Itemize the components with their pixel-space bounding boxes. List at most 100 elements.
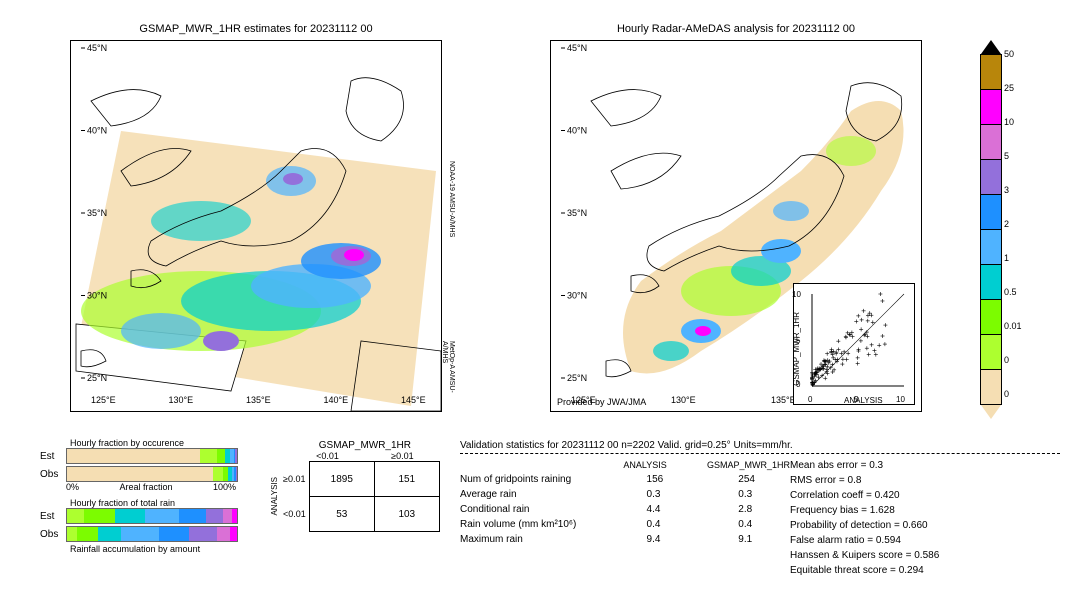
metric-label-5: False alarm ratio = bbox=[790, 535, 873, 546]
conting-col-0: <0.01 bbox=[316, 451, 339, 461]
metric-val-0: 0.3 bbox=[869, 460, 883, 471]
colorbar-block-6 bbox=[980, 264, 1002, 299]
scatter-xtick-1: 5 bbox=[854, 395, 858, 404]
scatter-ylabel: GSMAP_MWR_1HR bbox=[792, 312, 801, 386]
colorbar-tick-3: 5 bbox=[1004, 151, 1009, 161]
colorbar-tick-8: 0.01 bbox=[1004, 321, 1022, 331]
svg-text:35°N: 35°N bbox=[567, 208, 587, 218]
colorbar-tick-6: 1 bbox=[1004, 253, 1009, 263]
val-row-b-2: 2.8 bbox=[738, 504, 790, 515]
val-row-label-2: Conditional rain bbox=[460, 504, 607, 515]
totalrain-title: Hourly fraction of total rain bbox=[70, 498, 250, 508]
bar-axis-min: 0% bbox=[66, 482, 79, 492]
sat-label-2: MetOp-A AMSU-A/MHS bbox=[441, 341, 455, 411]
svg-text:125°E: 125°E bbox=[91, 395, 116, 405]
right-map-panel: Hourly Radar-AMeDAS analysis for 2023111… bbox=[550, 40, 922, 412]
val-row-b-1: 0.3 bbox=[738, 489, 790, 500]
colorbar-block-8 bbox=[980, 334, 1002, 369]
colorbar-tick-4: 3 bbox=[1004, 185, 1009, 195]
val-row-a-1: 0.3 bbox=[647, 489, 699, 500]
bar-row-est-1: Est bbox=[40, 451, 62, 462]
accum-title: Rainfall accumulation by amount bbox=[70, 544, 250, 554]
conting-col-1: ≥0.01 bbox=[391, 451, 413, 461]
val-row-a-3: 0.4 bbox=[647, 519, 699, 530]
val-row-a-0: 156 bbox=[647, 474, 699, 485]
metric-val-7: 0.294 bbox=[899, 565, 924, 576]
metric-val-6: 0.586 bbox=[914, 550, 939, 561]
svg-text:25°N: 25°N bbox=[87, 373, 107, 383]
left-map-title: GSMAP_MWR_1HR estimates for 20231112 00 bbox=[71, 23, 441, 35]
ct-00: 1895 bbox=[309, 462, 374, 497]
metric-label-2: Correlation coeff = bbox=[790, 490, 872, 501]
val-row-b-3: 0.4 bbox=[738, 519, 790, 530]
svg-text:25°N: 25°N bbox=[567, 373, 587, 383]
metric-val-5: 0.594 bbox=[876, 535, 901, 546]
svg-text:30°N: 30°N bbox=[567, 291, 587, 301]
metric-val-3: 1.628 bbox=[870, 505, 895, 516]
colorbar-tick-0: 50 bbox=[1004, 49, 1014, 59]
colorbar-block-9 bbox=[980, 369, 1002, 405]
left-map-panel: GSMAP_MWR_1HR estimates for 20231112 00 bbox=[70, 40, 442, 412]
scatter-svg bbox=[794, 284, 914, 404]
colorbar-tick-9: 0 bbox=[1004, 355, 1009, 365]
metric-val-4: 0.660 bbox=[903, 520, 928, 531]
ct-11: 103 bbox=[374, 497, 439, 532]
svg-text:140°E: 140°E bbox=[324, 395, 349, 405]
metric-label-4: Probability of detection = bbox=[790, 520, 900, 531]
left-map-svg: 25°N30°N35°N40°N45°N 125°E130°E135°E140°… bbox=[71, 41, 441, 411]
contingency-block: GSMAP_MWR_1HR <0.01 ≥0.01 ANALYSIS ≥0.01… bbox=[270, 440, 440, 532]
conting-title: GSMAP_MWR_1HR bbox=[290, 440, 440, 451]
scatter-inset: ANALYSIS GSMAP_MWR_1HR 0 5 10 0 5 10 bbox=[793, 283, 915, 405]
val-row-label-0: Num of gridpoints raining bbox=[460, 474, 607, 485]
colorbar-tick-5: 2 bbox=[1004, 219, 1009, 229]
conting-row-1: <0.01 bbox=[283, 509, 306, 519]
figure-container: GSMAP_MWR_1HR estimates for 20231112 00 bbox=[10, 10, 1070, 602]
val-row-label-1: Average rain bbox=[460, 489, 607, 500]
scatter-xtick-2: 10 bbox=[896, 395, 905, 404]
scatter-ytick-1: 5 bbox=[796, 336, 800, 345]
colorbar-block-3 bbox=[980, 159, 1002, 194]
metric-label-6: Hanssen & Kuipers score = bbox=[790, 550, 911, 561]
metric-val-1: 0.8 bbox=[848, 475, 862, 486]
colorbar-tick-2: 10 bbox=[1004, 117, 1014, 127]
obs-occurrence-bar bbox=[66, 466, 238, 482]
metric-label-7: Equitable threat score = bbox=[790, 565, 896, 576]
colorbar-tick-7: 0.5 bbox=[1004, 287, 1017, 297]
obs-totalrain-bar bbox=[66, 526, 238, 542]
val-row-b-4: 9.1 bbox=[738, 534, 790, 545]
val-row-a-4: 9.4 bbox=[647, 534, 699, 545]
provided-by: Provided by JWA/JMA bbox=[557, 397, 646, 407]
ct-01: 151 bbox=[374, 462, 439, 497]
colorbar-block-7 bbox=[980, 299, 1002, 334]
colorbar-tick-1: 25 bbox=[1004, 83, 1014, 93]
scatter-ytick-0: 0 bbox=[796, 380, 800, 389]
val-colhead-a: ANALYSIS bbox=[623, 460, 667, 470]
colorbar-block-1 bbox=[980, 89, 1002, 124]
colorbar-arrow-up bbox=[981, 40, 1001, 54]
colorbar-block-5 bbox=[980, 229, 1002, 264]
val-row-label-4: Maximum rain bbox=[460, 534, 607, 545]
scatter-ytick-2: 10 bbox=[792, 290, 801, 299]
validation-block: Validation statistics for 20231112 00 n=… bbox=[460, 440, 1060, 580]
scatter-xlabel: ANALYSIS bbox=[844, 396, 883, 405]
val-row-b-0: 254 bbox=[738, 474, 790, 485]
metric-val-2: 0.420 bbox=[875, 490, 900, 501]
ct-10: 53 bbox=[309, 497, 374, 532]
metric-label-3: Frequency bias = bbox=[790, 505, 867, 516]
bar-row-obs-1: Obs bbox=[40, 469, 62, 480]
val-row-label-3: Rain volume (mm km²10⁶) bbox=[460, 519, 607, 530]
fraction-bars: Hourly fraction by occurence Est Obs 0% … bbox=[40, 438, 250, 554]
svg-text:30°N: 30°N bbox=[87, 291, 107, 301]
right-map-title: Hourly Radar-AMeDAS analysis for 2023111… bbox=[551, 23, 921, 35]
svg-text:40°N: 40°N bbox=[87, 126, 107, 136]
conting-axis: ANALYSIS bbox=[270, 477, 279, 516]
est-totalrain-bar bbox=[66, 508, 238, 524]
val-colhead-b: GSMAP_MWR_1HR bbox=[707, 460, 790, 470]
contingency-table: 1895151 53103 bbox=[309, 461, 440, 532]
bar-row-est-2: Est bbox=[40, 511, 62, 522]
svg-text:145°E: 145°E bbox=[401, 395, 426, 405]
colorbar-block-2 bbox=[980, 124, 1002, 159]
colorbar: 50251053210.50.0100 bbox=[980, 40, 1002, 419]
svg-text:130°E: 130°E bbox=[671, 395, 696, 405]
validation-header: Validation statistics for 20231112 00 n=… bbox=[460, 440, 1060, 454]
